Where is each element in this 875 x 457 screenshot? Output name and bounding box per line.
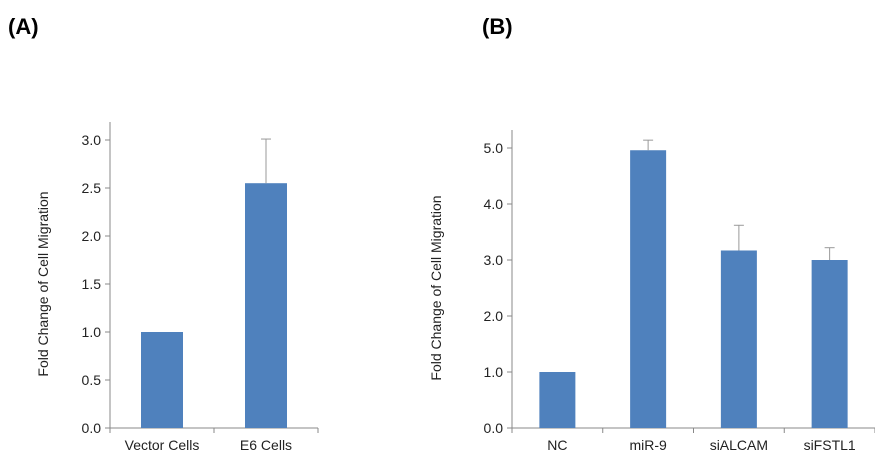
y-axis-label: Fold Change of Cell Migration [428,195,444,380]
y-tick-label: 2.0 [484,308,504,324]
x-tick-label: Vector Cells [125,437,200,453]
bar [245,183,287,428]
y-tick-label: 1.0 [82,324,102,340]
bar [539,372,576,428]
y-tick-label: 0.0 [82,420,102,436]
y-tick-label: 3.0 [484,252,504,268]
x-tick-label: NC [547,437,567,453]
bar [630,150,667,429]
y-tick-label: 0.0 [484,420,504,436]
bar [141,332,183,428]
bar [811,260,848,428]
x-tick-label: E6 Cells [240,437,292,453]
y-tick-label: 1.0 [484,364,504,380]
y-tick-label: 5.0 [484,140,504,156]
x-tick-label: siFSTL1 [804,437,856,453]
panel-a-label: (A) [8,14,39,39]
y-tick-label: 0.5 [82,372,102,388]
y-tick-label: 4.0 [484,196,504,212]
panel-b-label: (B) [482,14,513,39]
y-tick-label: 3.0 [82,132,102,148]
y-axis-label: Fold Change of Cell Migration [35,191,51,376]
x-tick-label: siALCAM [710,437,768,453]
y-tick-label: 2.5 [82,180,102,196]
y-tick-label: 2.0 [82,228,102,244]
bar [720,250,757,428]
x-tick-label: miR-9 [629,437,667,453]
y-tick-label: 1.5 [82,276,102,292]
